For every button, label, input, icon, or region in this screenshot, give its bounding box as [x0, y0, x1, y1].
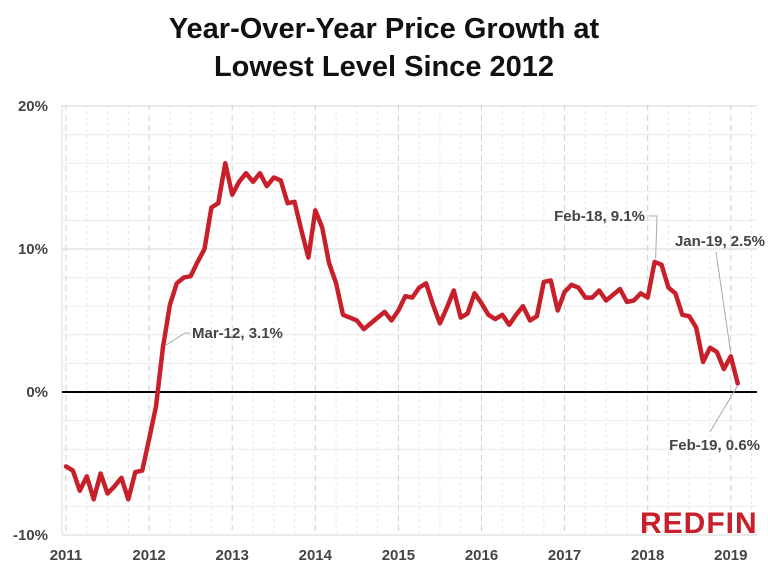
- y-tick-label: 0%: [26, 384, 48, 401]
- chart-title-line-1: Year-Over-Year Price Growth at: [168, 13, 600, 45]
- x-tick-label: 2013: [216, 547, 249, 564]
- x-tick-label: 2012: [132, 547, 165, 564]
- annotation-leader-line: [715, 251, 732, 354]
- x-tick-label: 2016: [465, 547, 498, 564]
- annotation-leader-line: [164, 332, 190, 347]
- x-tick-label: 2014: [299, 547, 333, 564]
- y-tick-label: 20%: [18, 98, 48, 115]
- x-tick-label: 2015: [382, 547, 415, 564]
- y-tick-label: 10%: [18, 241, 48, 258]
- chart-title: Year-Over-Year Price Growth at Lowest Le…: [0, 10, 768, 86]
- annotation-label: Mar-12, 3.1%: [192, 325, 283, 342]
- redfin-logo: REDFIN: [640, 507, 758, 540]
- annotation-leader-line: [709, 385, 739, 433]
- x-tick-label: 2019: [714, 547, 747, 564]
- annotation-leader-line: [649, 215, 658, 259]
- x-tick-label: 2011: [50, 547, 83, 564]
- x-tick-label: 2017: [548, 547, 581, 564]
- annotation-label: Feb-19, 0.6%: [669, 437, 760, 454]
- x-tick-label: 2018: [631, 547, 664, 564]
- series-line: [63, 160, 740, 502]
- y-tick-label: -10%: [13, 527, 48, 544]
- annotation-label: Jan-19, 2.5%: [675, 233, 765, 250]
- annotation-label: Feb-18, 9.1%: [554, 208, 645, 225]
- chart-title-line-2: Lowest Level Since 2012: [213, 51, 555, 83]
- annotations: Mar-12, 3.1% Feb-18, 9.1% Jan-19, 2.5% Feb-…: [164, 208, 765, 454]
- axes: -10% 0% 10% 20% 2011 2012 2013 2014 2015 2016 2017…: [13, 98, 757, 564]
- series: [63, 160, 740, 502]
